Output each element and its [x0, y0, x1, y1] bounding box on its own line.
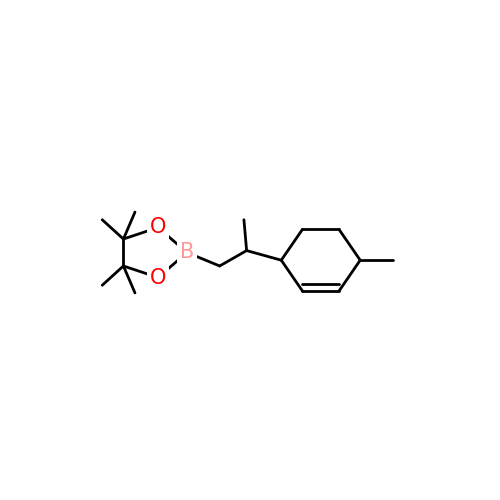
Text: O: O [150, 268, 166, 287]
Text: B: B [180, 242, 194, 262]
Text: O: O [150, 218, 166, 238]
